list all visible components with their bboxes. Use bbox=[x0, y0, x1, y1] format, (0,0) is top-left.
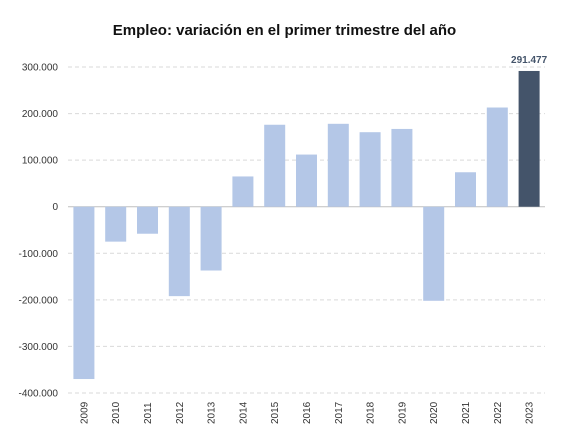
y-tick-label: -200.000 bbox=[19, 295, 59, 306]
bar-2015 bbox=[264, 124, 286, 207]
x-tick-label: 2018 bbox=[366, 401, 377, 424]
x-tick-label: 2012 bbox=[175, 401, 186, 424]
y-tick-label: 200.000 bbox=[22, 109, 59, 120]
x-tick-label: 2020 bbox=[429, 401, 440, 424]
x-tick-label: 2017 bbox=[334, 401, 345, 424]
y-tick-label: -400.000 bbox=[19, 389, 59, 400]
bar-2022 bbox=[486, 107, 508, 207]
bar-2012 bbox=[168, 206, 190, 297]
x-tick-label: 2009 bbox=[79, 401, 90, 424]
bar-2009 bbox=[73, 206, 95, 380]
x-tick-label: 2023 bbox=[525, 401, 536, 424]
bar-2018 bbox=[359, 132, 381, 207]
bar-2019 bbox=[391, 128, 413, 207]
bar-2023 bbox=[518, 70, 540, 207]
data-label: 291.477 bbox=[511, 55, 548, 66]
bar-2020 bbox=[423, 206, 445, 301]
x-tick-label: 2013 bbox=[207, 401, 218, 424]
y-tick-label: 0 bbox=[52, 202, 58, 213]
bar-2017 bbox=[327, 123, 349, 207]
y-tick-label: -300.000 bbox=[19, 342, 59, 353]
x-tick-label: 2016 bbox=[302, 401, 313, 424]
bar-2016 bbox=[296, 154, 317, 207]
x-tick-label: 2021 bbox=[461, 401, 472, 424]
bar-2013 bbox=[200, 206, 222, 271]
y-tick-label: 300.000 bbox=[22, 63, 59, 74]
x-tick-label: 2011 bbox=[143, 402, 154, 424]
chart-title: Empleo: variación en el primer trimestre… bbox=[112, 22, 457, 39]
bar-2014 bbox=[232, 176, 254, 207]
bar-2021 bbox=[455, 172, 476, 207]
x-tick-label: 2014 bbox=[238, 401, 249, 424]
y-tick-label: -100.000 bbox=[19, 249, 59, 260]
bar-2011 bbox=[137, 206, 158, 234]
bar-2010 bbox=[105, 206, 127, 242]
x-tick-label: 2010 bbox=[111, 401, 122, 424]
y-tick-label: 100.000 bbox=[22, 156, 59, 167]
x-tick-label: 2015 bbox=[270, 401, 281, 424]
x-tick-label: 2019 bbox=[397, 401, 408, 424]
x-tick-label: 2022 bbox=[493, 401, 504, 424]
